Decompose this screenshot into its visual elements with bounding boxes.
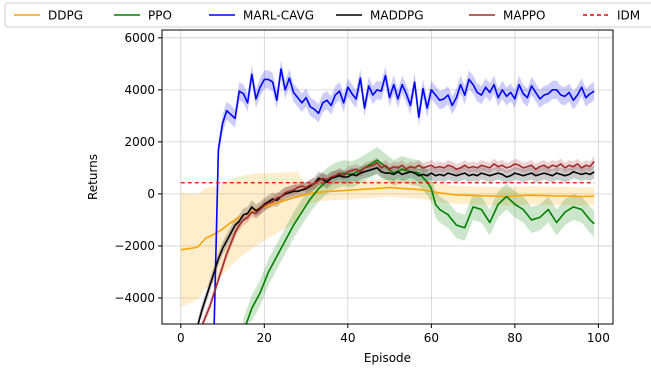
band-ppo — [243, 147, 595, 324]
legend-label-marl-cavg: MARL-CAVG — [243, 9, 314, 23]
grid-lines — [162, 30, 613, 324]
x-axis-label: Episode — [364, 351, 411, 365]
series-line-ddpg — [180, 186, 595, 251]
y-axis-label: Returns — [86, 154, 100, 200]
band-marl-cavg — [214, 59, 595, 324]
y-tick-label: 2000 — [124, 135, 155, 149]
legend-box — [4, 2, 651, 28]
legend-label-mappo: MAPPO — [503, 9, 545, 23]
confidence-bands — [180, 59, 595, 324]
plot-area — [161, 29, 614, 325]
x-tick-label: 40 — [340, 331, 355, 345]
y-axis: −4000 −2000 0 2000 4000 6000 — [114, 31, 162, 305]
y-tick-label: −2000 — [114, 239, 155, 253]
legend-label-ddpg: DDPG — [48, 9, 83, 23]
x-tick-label: 80 — [507, 331, 522, 345]
x-tick-label: 60 — [424, 331, 439, 345]
y-tick-label: 6000 — [124, 31, 155, 45]
x-tick-label: 0 — [177, 331, 185, 345]
y-tick-label: −4000 — [114, 291, 155, 305]
legend-label-idm: IDM — [617, 9, 640, 23]
y-tick-label: 4000 — [124, 83, 155, 97]
x-tick-label: 20 — [257, 331, 272, 345]
legend-label-ppo: PPO — [148, 9, 172, 23]
series-line-marl-cavg — [213, 68, 595, 324]
x-tick-label: 100 — [587, 331, 610, 345]
y-tick-label: 0 — [147, 187, 155, 201]
plot-frame — [161, 29, 614, 325]
legend: DDPG PPO MARL-CAVG MADDPG MAPPO IDM — [4, 2, 651, 28]
series-line-mappo — [201, 160, 595, 324]
series-line-maddpg — [197, 167, 595, 324]
band-maddpg — [197, 161, 595, 324]
legend-label-maddpg: MADDPG — [370, 9, 424, 23]
series-lines — [180, 68, 595, 324]
x-axis: 0 20 40 60 80 100 — [177, 324, 610, 345]
band-ddpg — [180, 172, 595, 308]
